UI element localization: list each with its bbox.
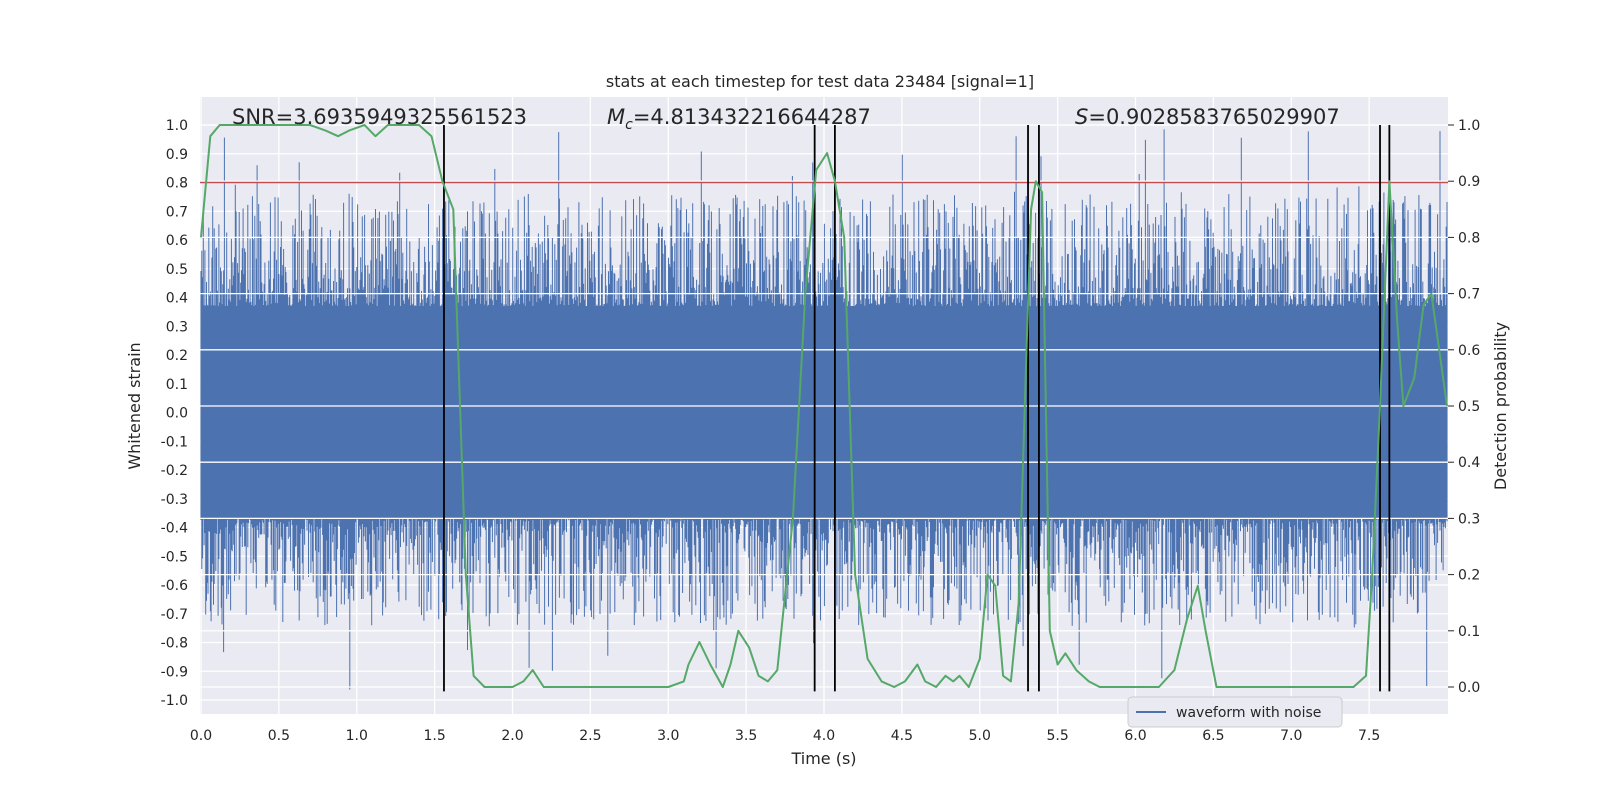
x-tick-label: 6.5: [1202, 728, 1224, 744]
right-y-tick-label: 0.2: [1458, 568, 1480, 584]
right-y-axis-ticks: 1.0 0.9 0.8 0.7 0.6 0.5 0.4 0.3 0.2 0.1 0.0: [1448, 118, 1480, 696]
y-tick-label: -0.8: [161, 636, 188, 652]
right-y-tick-label: 0.9: [1458, 174, 1480, 190]
x-tick-label: 2.0: [501, 728, 523, 744]
x-tick-label: 0.0: [190, 728, 212, 744]
y-tick-label: -0.3: [161, 492, 188, 508]
y-tick-label: -0.4: [161, 521, 188, 537]
y-tick-label: 0.4: [166, 291, 188, 307]
spin-symbol: S: [1075, 105, 1088, 129]
x-tick-label: 1.5: [423, 728, 445, 744]
chirp-mass-annotation: Mc=4.813432216644287: [607, 105, 871, 133]
right-y-tick-label: 0.0: [1458, 680, 1480, 696]
chirp-mass-symbol: M: [607, 105, 625, 129]
x-tick-label: 5.5: [1046, 728, 1068, 744]
y-tick-label: 0.1: [166, 377, 188, 393]
x-tick-label: 0.5: [268, 728, 290, 744]
right-y-tick-label: 0.4: [1458, 455, 1480, 471]
x-tick-label: 7.5: [1358, 728, 1380, 744]
y-axis-ticks: 1.0 0.9 0.8 0.7 0.6 0.5 0.4 0.3 0.2 0.1 0.0 -0.1 -0.…: [161, 118, 188, 709]
right-y-axis-label: Detection probability: [1491, 322, 1510, 490]
probability-line: [200, 124, 1448, 688]
y-tick-label: 0.6: [166, 233, 188, 249]
right-y-tick-label: 0.5: [1458, 399, 1480, 415]
x-tick-label: 3.5: [735, 728, 757, 744]
x-tick-label: 4.0: [813, 728, 835, 744]
x-tick-label: 3.0: [657, 728, 679, 744]
right-y-tick-label: 0.1: [1458, 624, 1480, 640]
chirp-mass-subscript: c: [625, 117, 633, 133]
y-tick-label: 0.2: [166, 348, 188, 364]
chart-title: stats at each timestep for test data 234…: [606, 72, 1034, 91]
x-tick-label: 4.5: [891, 728, 913, 744]
waveform-series: [200, 129, 1448, 690]
x-tick-label: 7.0: [1280, 728, 1302, 744]
y-tick-label: -1.0: [161, 693, 188, 709]
legend-box: [1127, 696, 1343, 728]
right-y-tick-label: 0.7: [1458, 287, 1480, 303]
y-tick-label: 0.9: [166, 147, 188, 163]
y-tick-label: -0.2: [161, 463, 188, 479]
spin-annotation: S=0.9028583765029907: [1075, 105, 1340, 129]
x-axis-ticks: 0.0 0.5 1.0 1.5 2.0 2.5 3.0 3.5 4.0 4.5 5.0 5.5 6.0 6…: [190, 728, 1380, 744]
y-tick-label: 1.0: [166, 118, 188, 134]
y-tick-label: 0.7: [166, 204, 188, 220]
x-tick-label: 6.0: [1124, 728, 1146, 744]
x-tick-label: 1.0: [346, 728, 368, 744]
waveform-line: [200, 129, 1448, 690]
y-axis-label: Whitened strain: [125, 342, 144, 469]
x-tick-label: 2.5: [579, 728, 601, 744]
right-y-tick-label: 0.3: [1458, 511, 1480, 527]
y-tick-label: 0.5: [166, 262, 188, 278]
snr-annotation: SNR=3.6935949325561523: [232, 105, 527, 129]
chirp-mass-value: =4.813432216644287: [633, 105, 871, 129]
right-y-tick-label: 1.0: [1458, 118, 1480, 134]
event-lines: [443, 125, 1391, 692]
legend-label: waveform with noise: [1176, 705, 1321, 721]
x-axis-label: Time (s): [790, 749, 856, 768]
y-tick-label: -0.9: [161, 664, 188, 680]
y-tick-label: 0.8: [166, 176, 188, 192]
probability-series: [200, 124, 1448, 688]
spin-value: =0.9028583765029907: [1088, 105, 1339, 129]
right-y-tick-label: 0.6: [1458, 343, 1480, 359]
legend: waveform with noise: [1127, 696, 1343, 728]
y-tick-label: -0.1: [161, 434, 188, 450]
y-tick-label: 0.3: [166, 319, 188, 335]
right-y-tick-label: 0.8: [1458, 230, 1480, 246]
y-tick-label: 0.0: [166, 406, 188, 422]
y-tick-label: -0.6: [161, 578, 188, 594]
x-tick-label: 5.0: [969, 728, 991, 744]
y-tick-label: -0.7: [161, 607, 188, 623]
y-tick-label: -0.5: [161, 549, 188, 565]
